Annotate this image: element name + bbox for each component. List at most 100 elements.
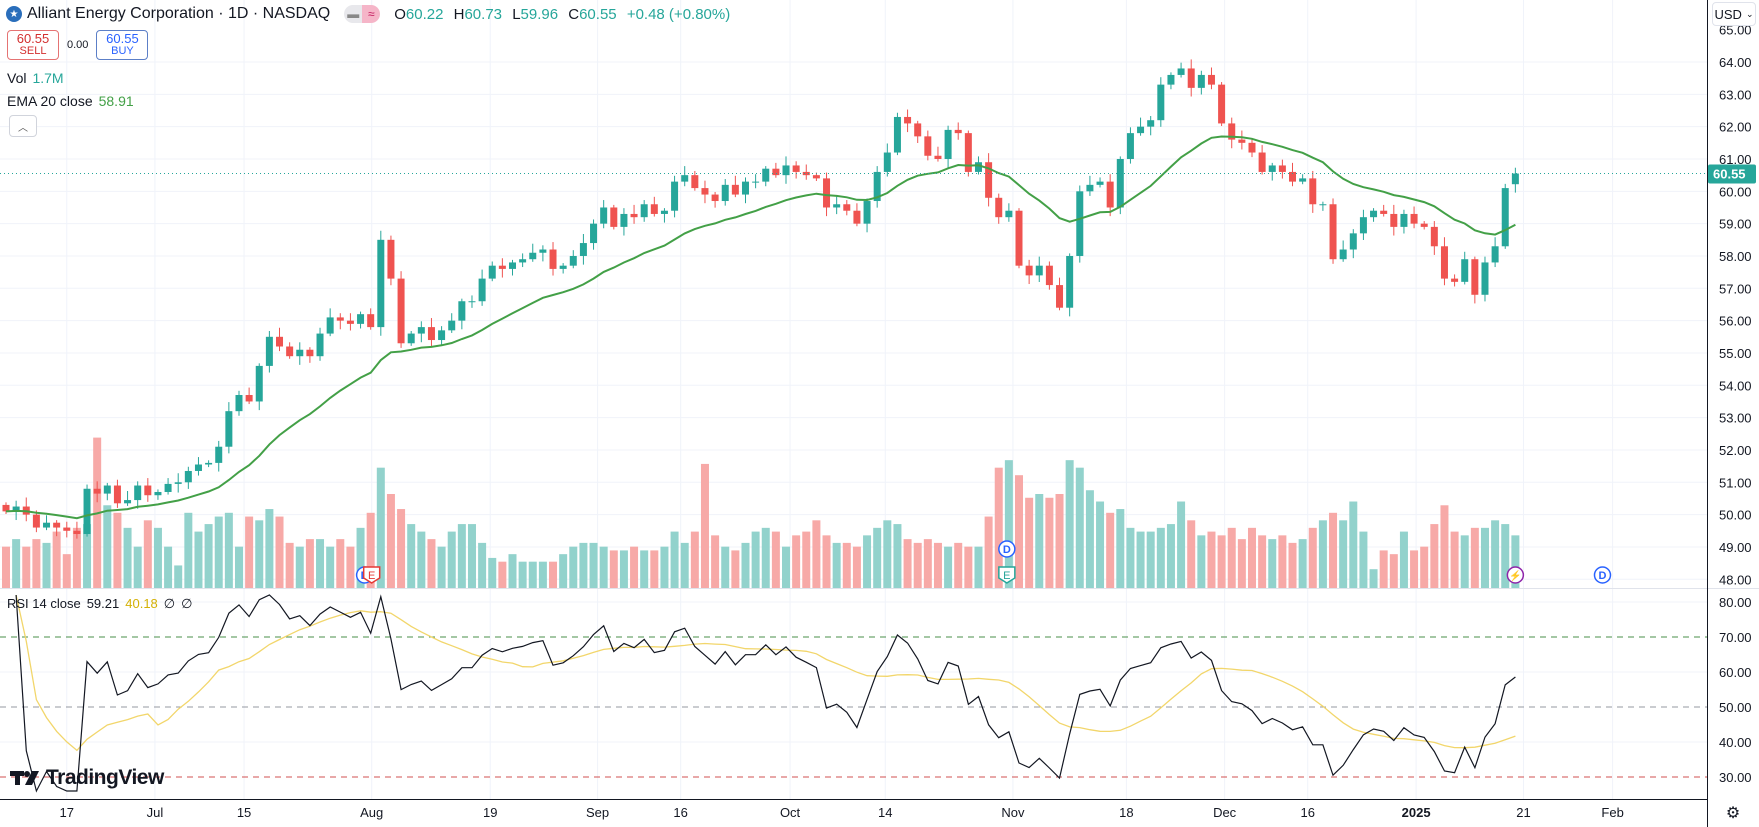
- volume-bar: [812, 520, 821, 588]
- volume-bar: [346, 546, 355, 588]
- volume-bar: [336, 539, 345, 588]
- volume-bar: [1349, 501, 1358, 588]
- candle-body: [326, 317, 334, 334]
- dividend-marker-label: D: [1599, 570, 1607, 582]
- volume-bar: [1177, 501, 1186, 588]
- candle-body: [914, 123, 922, 137]
- volume-bar: [1227, 527, 1236, 588]
- candle-body: [296, 349, 304, 357]
- rsi-tick-label: 50.00: [1719, 700, 1752, 715]
- symbol-title[interactable]: Alliant Energy Corporation · 1D · NASDAQ: [27, 5, 331, 22]
- volume-bar: [62, 554, 71, 588]
- volume-bar: [984, 516, 993, 588]
- candle-body: [367, 314, 375, 328]
- candle-body: [1319, 204, 1327, 206]
- spread-value: 0.00: [67, 39, 89, 51]
- rsi-legend[interactable]: RSI 14 close 59.21 40.18 ∅ ∅: [7, 596, 192, 612]
- minus-icon: ▬: [344, 5, 363, 23]
- candle-body: [1187, 68, 1195, 88]
- candle-body: [752, 181, 760, 183]
- candle-body: [377, 239, 385, 328]
- sell-label: SELL: [19, 45, 47, 57]
- candle-body: [488, 265, 496, 279]
- event-markers[interactable]: DEDE⚡D: [355, 540, 1612, 584]
- volume-bar: [113, 512, 122, 588]
- buy-button[interactable]: 60.55 BUY: [96, 30, 149, 60]
- candle-body: [964, 133, 972, 172]
- volume-bar: [32, 539, 41, 588]
- trade-buttons: 60.55 SELL 0.00 60.55 BUY: [7, 30, 149, 60]
- volume-bar: [194, 531, 203, 588]
- candle-body: [498, 265, 506, 269]
- time-tick-label: 16: [1300, 805, 1314, 820]
- candle-body: [1238, 139, 1246, 143]
- price-tick-label: 55.00: [1719, 346, 1752, 361]
- candle-body: [1329, 204, 1337, 260]
- volume-bar: [782, 546, 791, 588]
- volume-bar: [852, 546, 861, 588]
- volume-bar: [234, 546, 243, 588]
- volume-bar: [1430, 524, 1439, 588]
- rsi-tick-label: 60.00: [1719, 665, 1752, 680]
- settings-gear-icon[interactable]: ⚙: [1725, 805, 1741, 822]
- volume-bar: [1288, 542, 1297, 588]
- currency-select[interactable]: USD ⌄: [1712, 2, 1756, 26]
- candle-body: [1248, 142, 1256, 153]
- volume-bar: [184, 512, 193, 588]
- volume-bar: [204, 524, 213, 588]
- candle-body: [539, 249, 547, 253]
- volume-bar: [1470, 527, 1479, 588]
- volume-bar: [700, 463, 709, 588]
- volume-bar: [559, 554, 568, 588]
- volume-bar: [22, 546, 31, 588]
- candle-body: [103, 485, 111, 494]
- candle-body: [741, 181, 749, 195]
- sell-price: 60.55: [16, 31, 50, 46]
- candle-body: [1056, 285, 1064, 308]
- ema-legend[interactable]: EMA 20 close 58.91: [7, 93, 134, 109]
- ema-line: [5, 135, 1516, 520]
- candle-body: [934, 155, 942, 159]
- volume-bar: [245, 516, 254, 588]
- volume-bar: [83, 524, 92, 588]
- candle-body: [1309, 178, 1317, 205]
- volume-bar: [528, 561, 537, 588]
- volume-bar: [143, 520, 152, 588]
- candle-body: [1076, 191, 1084, 256]
- rsi-value: 59.21: [86, 596, 120, 611]
- candle-body: [427, 327, 435, 341]
- candle-body: [1015, 210, 1023, 266]
- market-status-pill[interactable]: ▬ ≈: [344, 5, 381, 23]
- candle-body: [509, 262, 516, 269]
- volume-bar: [1096, 501, 1105, 588]
- candle-body: [1430, 226, 1438, 247]
- volume-bar: [1116, 509, 1125, 588]
- volume-bar: [549, 561, 558, 588]
- candle-body: [731, 184, 739, 195]
- collapse-legend-button[interactable]: ︿: [9, 115, 37, 137]
- volume-bar: [1339, 520, 1348, 588]
- volume-legend[interactable]: Vol 1.7M: [7, 70, 64, 86]
- volume-bar: [630, 546, 639, 588]
- tradingview-logo[interactable]: TradingView: [10, 766, 164, 790]
- volume-bar: [417, 531, 426, 588]
- candle-body: [1501, 188, 1509, 247]
- candle-body: [43, 522, 51, 528]
- candle-body: [1339, 249, 1347, 260]
- volume-bar: [1146, 531, 1155, 588]
- time-tick-label: Sep: [586, 805, 609, 820]
- volume-bar: [771, 531, 780, 588]
- volume-bar: [893, 524, 902, 588]
- volume-bar: [508, 554, 517, 588]
- sell-button[interactable]: 60.55 SELL: [7, 30, 59, 60]
- candle-body: [600, 207, 608, 224]
- price-tick-label: 49.00: [1719, 540, 1752, 555]
- candle-body: [610, 207, 618, 227]
- time-tick-label: Feb: [1601, 805, 1623, 820]
- volume-bar: [1501, 524, 1510, 588]
- candle-body: [1370, 210, 1378, 218]
- candle-body: [235, 394, 243, 412]
- candle-body: [1106, 181, 1114, 208]
- volume-bar: [538, 561, 547, 588]
